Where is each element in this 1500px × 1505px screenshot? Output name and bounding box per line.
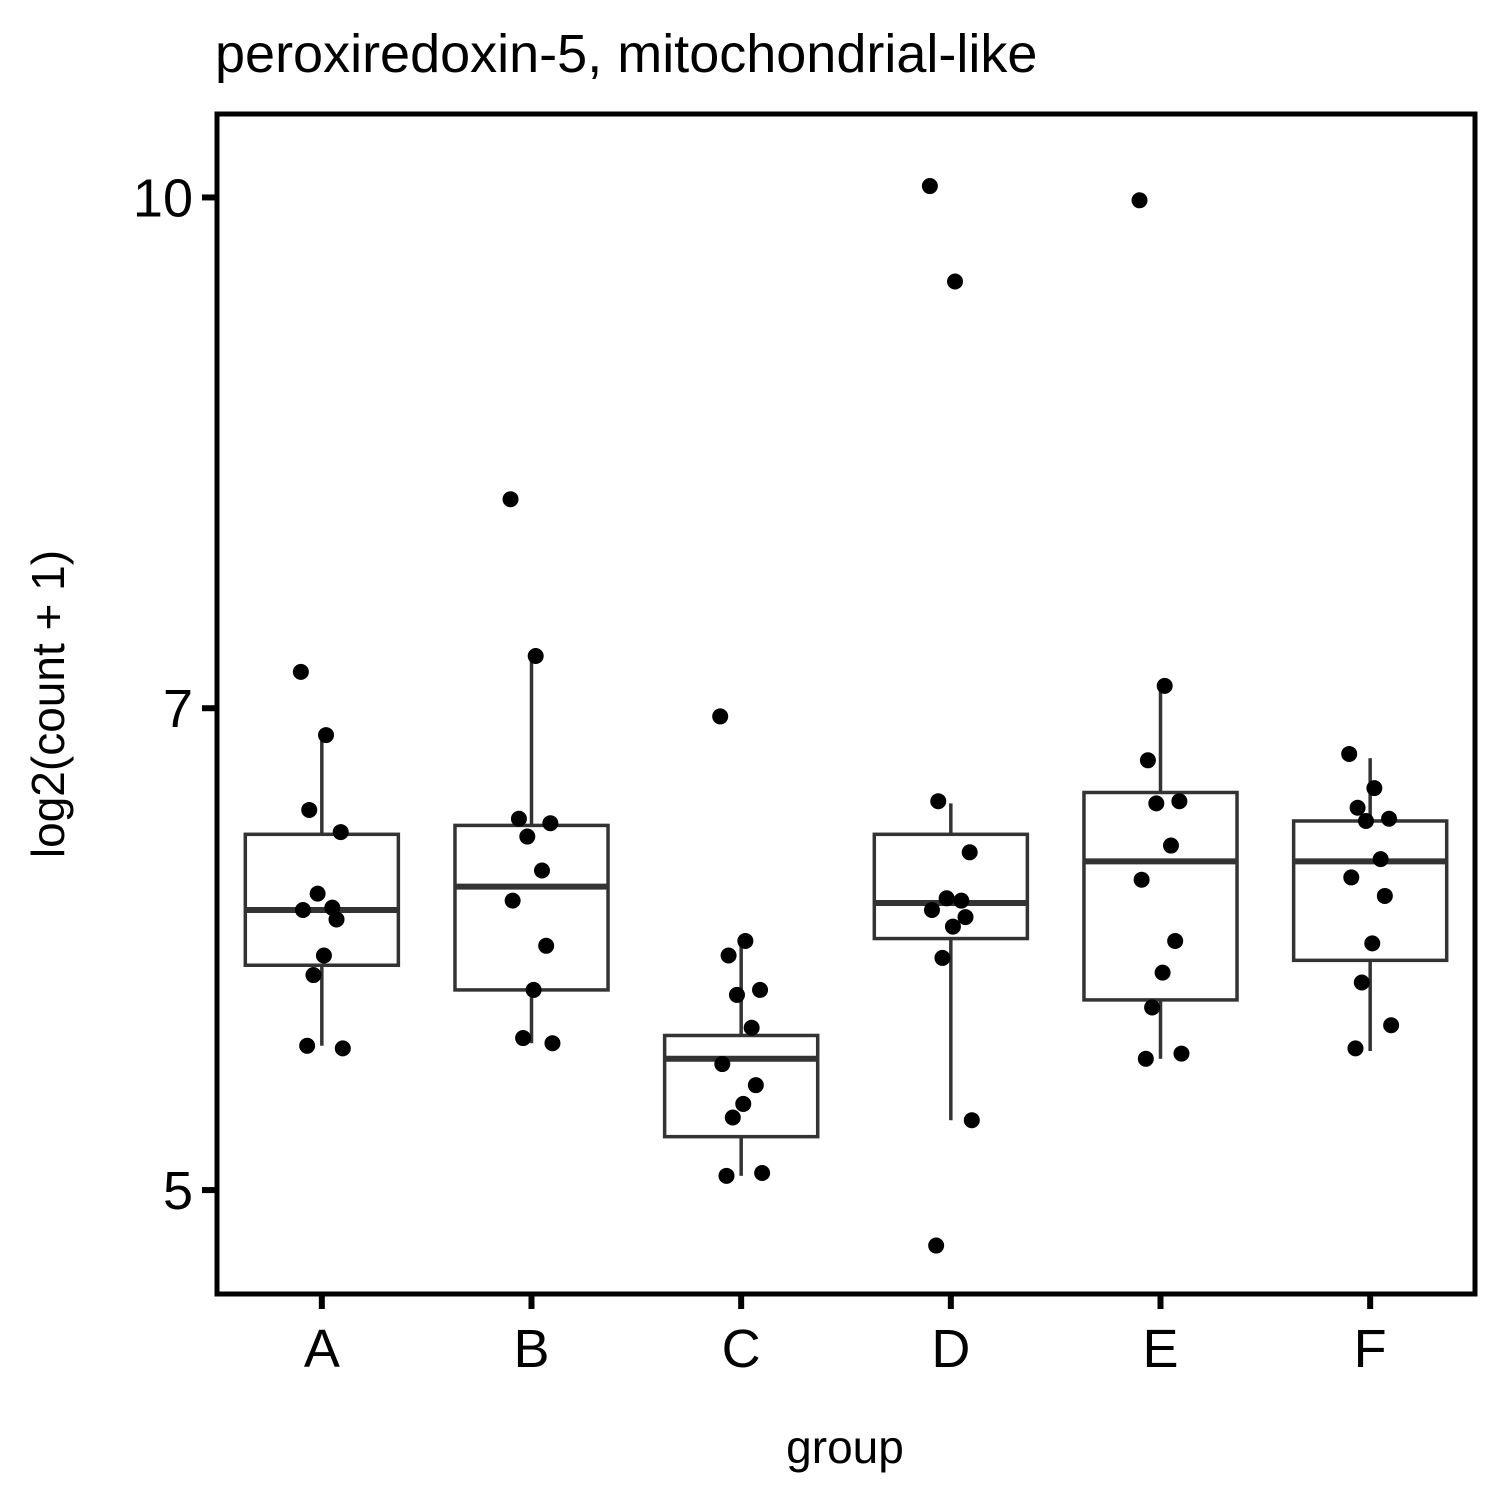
- data-point: [538, 937, 555, 954]
- data-point: [1347, 1040, 1364, 1057]
- data-point: [502, 491, 519, 508]
- x-tick-label: A: [304, 1319, 340, 1379]
- points-D: [921, 178, 980, 1254]
- data-point: [318, 727, 335, 744]
- data-point: [947, 273, 964, 290]
- data-point: [328, 911, 345, 928]
- data-point: [724, 1109, 741, 1126]
- x-axis-title: group: [786, 1421, 904, 1473]
- data-point: [1148, 795, 1165, 812]
- y-tick-label: 10: [133, 168, 193, 228]
- data-point: [963, 1112, 980, 1129]
- data-point: [527, 647, 544, 664]
- data-point: [1364, 935, 1381, 952]
- data-point: [921, 178, 938, 195]
- box-C: [662, 940, 820, 1176]
- data-point: [754, 1164, 771, 1181]
- data-point: [315, 947, 332, 964]
- data-point: [1341, 745, 1358, 762]
- data-point: [1139, 752, 1156, 769]
- data-point: [1383, 1017, 1400, 1034]
- data-point: [930, 793, 947, 810]
- data-point: [1137, 1050, 1154, 1067]
- data-point: [334, 1040, 351, 1057]
- x-tick-label: D: [931, 1319, 970, 1379]
- box-E: [1082, 685, 1239, 1059]
- data-point: [743, 1019, 760, 1036]
- data-point: [718, 1167, 735, 1184]
- data-point: [934, 949, 951, 966]
- data-point: [299, 1037, 316, 1054]
- data-point: [1133, 871, 1150, 888]
- points-C: [712, 708, 771, 1184]
- box-body: [453, 823, 610, 992]
- data-point: [1366, 780, 1383, 797]
- y-axis: 5 7 10: [133, 168, 215, 1221]
- data-point: [752, 981, 769, 998]
- data-point: [525, 981, 542, 998]
- x-tick-label: B: [513, 1319, 549, 1379]
- box-F: [1291, 758, 1449, 1051]
- data-point: [1162, 837, 1179, 854]
- data-point: [1131, 192, 1148, 209]
- chart-title: peroxiredoxin-5, mitochondrial-like: [215, 24, 1037, 84]
- data-point: [1349, 799, 1366, 816]
- data-point: [504, 892, 521, 909]
- box-body: [662, 1033, 820, 1139]
- points-F: [1341, 745, 1400, 1057]
- data-point: [332, 824, 349, 841]
- data-point: [292, 663, 309, 680]
- data-point: [301, 801, 318, 818]
- x-tick-label: F: [1354, 1319, 1387, 1379]
- data-point: [923, 902, 940, 919]
- data-point: [938, 890, 955, 907]
- data-point: [542, 815, 559, 832]
- data-point: [957, 909, 974, 926]
- data-point: [735, 1095, 752, 1112]
- data-point: [1156, 677, 1173, 694]
- data-point: [1171, 793, 1188, 810]
- x-tick-label: C: [722, 1319, 761, 1379]
- data-point: [961, 844, 978, 861]
- box-D: [872, 803, 1030, 1121]
- data-point: [515, 1030, 532, 1047]
- y-tick-label: 7: [163, 679, 193, 739]
- data-point: [737, 932, 754, 949]
- data-point: [1173, 1045, 1190, 1062]
- data-point: [714, 1056, 731, 1073]
- data-point: [519, 828, 536, 845]
- data-point: [544, 1035, 561, 1052]
- data-point: [510, 810, 527, 827]
- data-point: [309, 885, 326, 902]
- data-point: [1343, 869, 1360, 886]
- data-point: [728, 986, 745, 1003]
- data-point: [294, 902, 311, 919]
- data-point: [1381, 810, 1398, 827]
- data-point: [305, 967, 322, 984]
- data-point: [533, 862, 550, 879]
- y-axis-title: log2(count + 1): [22, 550, 74, 858]
- data-point: [1167, 932, 1184, 949]
- plot-frame: [214, 111, 1478, 1297]
- plot-area: [243, 178, 1449, 1254]
- x-tick-label: E: [1142, 1319, 1178, 1379]
- data-point: [1353, 974, 1370, 991]
- points-B: [502, 491, 561, 1052]
- data-point: [1372, 851, 1389, 868]
- data-point: [720, 947, 737, 964]
- y-tick-label: 5: [163, 1161, 193, 1221]
- data-point: [953, 892, 970, 909]
- points-A: [292, 663, 351, 1057]
- data-point: [928, 1237, 945, 1254]
- data-point: [944, 918, 961, 935]
- data-point: [1144, 999, 1161, 1016]
- data-point: [1154, 964, 1171, 981]
- data-point: [747, 1077, 764, 1094]
- data-point: [712, 708, 729, 725]
- points-E: [1131, 192, 1190, 1067]
- data-point: [1376, 887, 1393, 904]
- x-axis: A B C D E F: [304, 1296, 1387, 1379]
- data-point: [1357, 812, 1374, 829]
